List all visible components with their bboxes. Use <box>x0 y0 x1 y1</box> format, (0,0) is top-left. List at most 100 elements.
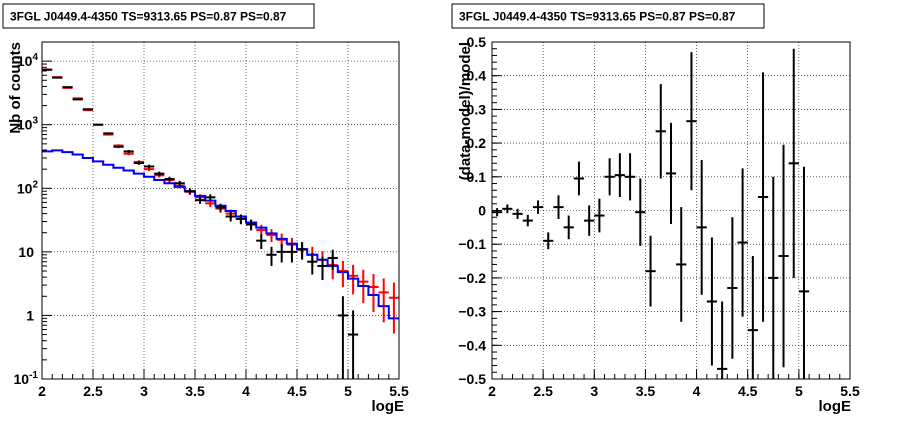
data-point <box>133 161 144 165</box>
data-point <box>747 255 758 379</box>
data-point <box>614 153 625 198</box>
data-point <box>604 158 615 196</box>
x-tick-label: 4 <box>693 383 701 399</box>
right-x-axis-label: logE <box>819 398 852 415</box>
data-point <box>676 207 687 322</box>
x-tick-label: 2 <box>488 383 496 399</box>
data-point <box>317 256 328 281</box>
y-tick-label: 0.5 <box>467 34 487 50</box>
data-point <box>655 84 666 179</box>
data-point <box>327 249 338 270</box>
right-title: 3FGL J0449.4-4350 TS=9313.65 PS=0.87 PS=… <box>459 10 736 24</box>
x-tick-label: 4.5 <box>738 383 758 399</box>
data-point <box>307 252 318 275</box>
data-point <box>93 123 104 126</box>
right-series <box>492 48 810 379</box>
x-tick-label: 5.5 <box>389 383 409 399</box>
y-tick-label: 103 <box>17 116 39 133</box>
data-point <box>184 188 195 195</box>
data-point <box>337 296 348 379</box>
data-point <box>52 76 63 79</box>
left-series <box>42 68 399 379</box>
data-point <box>573 161 585 196</box>
data-point <box>512 208 523 219</box>
right-grid <box>492 42 850 379</box>
data-point <box>778 144 789 368</box>
x-tick-label: 5.5 <box>840 383 860 399</box>
data-point <box>717 301 728 379</box>
x-tick-label: 4 <box>242 383 250 399</box>
y-tick-label: 102 <box>17 179 39 196</box>
data-point <box>532 200 544 214</box>
x-tick-label: 3 <box>590 383 598 399</box>
data-point <box>348 310 359 379</box>
data-point <box>205 194 216 201</box>
x-tick-label: 4.5 <box>287 383 307 399</box>
data-point <box>543 232 554 250</box>
y-tick-label: 10 <box>18 244 34 260</box>
right-title-box: 3FGL J0449.4-4350 TS=9313.65 PS=0.87 PS=… <box>451 3 765 29</box>
data-point <box>276 244 287 263</box>
y-tick-label: 1 <box>26 307 34 323</box>
model-step-line <box>42 149 399 320</box>
data-point <box>154 171 165 176</box>
data-point <box>706 237 718 366</box>
data-point <box>757 72 769 322</box>
data-point <box>246 219 257 231</box>
y-tick-label: 104 <box>17 52 39 69</box>
x-tick-label: 3 <box>140 383 148 399</box>
data-point <box>195 196 206 204</box>
data-point <box>727 217 738 359</box>
data-point <box>235 214 246 225</box>
right-panel: 3FGL J0449.4-4350 TS=9313.65 PS=0.87 PS=… <box>451 3 860 415</box>
data-point <box>368 274 379 313</box>
data-point <box>635 178 646 246</box>
data-point <box>798 166 810 379</box>
left-title-box: 3FGL J0449.4-4350 TS=9313.65 PS=0.87 PS=… <box>2 3 315 29</box>
y-tick-label: 0.2 <box>467 135 487 151</box>
data-point <box>737 168 748 317</box>
data-point <box>215 203 226 212</box>
data-point <box>645 235 656 307</box>
data-point <box>665 122 677 224</box>
y-tick-label: 0 <box>478 203 486 219</box>
y-tick-label: −0.1 <box>458 236 486 252</box>
data-point <box>72 98 83 101</box>
data-point <box>62 86 73 89</box>
data-point <box>113 145 124 149</box>
data-point <box>174 180 185 186</box>
left-axes: 2 2.5 3 3.5 4 4.5 5 5.5 10-1 1 10 102 103 104 <box>14 41 409 399</box>
x-tick-label: 2 <box>38 383 46 399</box>
right-axes: 2 2.5 3 3.5 4 4.5 5 5.5 −0.5 −0.4 −0.3 −0.2 −0.1 0 0.1… <box>458 34 860 399</box>
y-tick-label: −0.2 <box>458 270 486 286</box>
data-point <box>696 159 707 295</box>
data-point <box>624 153 636 201</box>
data-point <box>164 176 175 182</box>
y-tick-label: 0.1 <box>467 169 487 185</box>
data-point <box>388 282 399 334</box>
data-point <box>378 278 389 323</box>
x-tick-label: 3.5 <box>185 383 205 399</box>
data-point <box>286 244 297 263</box>
left-title: 3FGL J0449.4-4350 TS=9313.65 PS=0.87 PS=… <box>10 10 287 24</box>
data-point <box>42 68 53 71</box>
data-point <box>225 212 236 222</box>
y-tick-label: −0.3 <box>458 304 486 320</box>
x-tick-label: 2.5 <box>533 383 553 399</box>
y-tick-label: 0.4 <box>467 68 487 84</box>
left-plot-frame <box>41 41 400 380</box>
data-point <box>553 195 564 219</box>
data-point <box>103 132 114 135</box>
left-y-axis-label: Nb of counts <box>7 42 24 134</box>
y-tick-label: −0.4 <box>458 337 486 353</box>
data-point <box>502 204 513 214</box>
data-point <box>584 205 595 236</box>
data-point <box>563 215 574 240</box>
left-panel: 3FGL J0449.4-4350 TS=9313.65 PS=0.87 PS=… <box>2 3 409 415</box>
data-point <box>522 214 533 227</box>
data-point <box>686 52 697 191</box>
left-x-axis-label: logE <box>372 398 405 415</box>
data-point <box>266 229 277 243</box>
data-point <box>788 48 799 278</box>
